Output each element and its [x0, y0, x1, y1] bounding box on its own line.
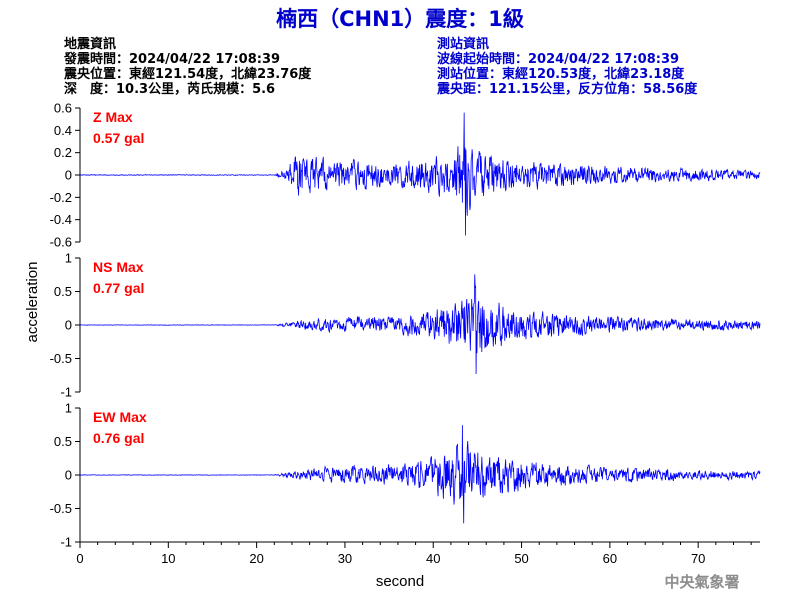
y-tick-label: -1 [60, 385, 72, 400]
x-tick-label: 30 [338, 551, 352, 566]
y-axis-label: acceleration [24, 262, 41, 343]
max-label: NS Max [93, 259, 144, 275]
y-tick-label: 1 [65, 251, 72, 266]
station-wave-start: 波線起始時間：2024/04/22 17:08:39 [437, 51, 679, 67]
y-tick-label: -1 [60, 535, 72, 550]
panel-ns: 1 0.5 0 -0.5 -1 NS Max 0.77 gal [50, 251, 761, 400]
waveform-ns [79, 274, 761, 375]
max-value: 0.77 gal [93, 280, 144, 296]
trace-panels: 0.6 0.4 0.2 0 -0.2 -0.4 -0.6 Z Max 0.57 gal 1 0.5 0… [50, 101, 761, 566]
waveform-z [79, 112, 761, 236]
y-tick-label: 0.2 [54, 145, 72, 160]
chart-title: 楠西（CHN1）震度：1級 [276, 7, 524, 31]
x-tick-label: 10 [161, 551, 175, 566]
x-tick-label: 70 [691, 551, 705, 566]
event-info-heading: 地震資訊 [64, 36, 116, 52]
x-tick-label: 50 [514, 551, 528, 566]
waveform-ew [79, 425, 761, 524]
event-origin-time: 發震時間：2024/04/22 17:08:39 [63, 51, 280, 67]
y-tick-label: 0 [65, 468, 72, 483]
x-tick-label: 20 [249, 551, 263, 566]
station-info-heading: 測站資訊 [437, 36, 489, 52]
event-epicenter: 震央位置：東經121.54度，北緯23.76度 [63, 66, 312, 82]
max-value: 0.57 gal [93, 130, 144, 146]
x-axis-label: second [376, 573, 424, 590]
y-tick-label: 0.4 [54, 123, 72, 138]
y-tick-label: 0.5 [54, 434, 72, 449]
station-location: 測站位置：東經120.53度，北緯23.18度 [437, 66, 685, 82]
x-tick-label: 40 [426, 551, 440, 566]
y-tick-label: -0.5 [50, 501, 72, 516]
y-tick-label: 0 [65, 168, 72, 183]
event-depth-magnitude: 深 度：10.3公里，芮氏規模：5.6 [64, 81, 275, 97]
max-label: Z Max [93, 109, 133, 125]
agency-footer: 中央氣象署 [664, 573, 739, 591]
x-tick-label: 0 [76, 551, 83, 566]
y-tick-label: 0 [65, 318, 72, 333]
y-tick-label: -0.2 [50, 190, 72, 205]
panel-z: 0.6 0.4 0.2 0 -0.2 -0.4 -0.6 Z Max 0.57 gal [50, 101, 761, 250]
panel-ew: 1 0.5 0 -0.5 -1 EW Max 0.76 gal [50, 401, 761, 550]
y-tick-label: -0.5 [50, 351, 72, 366]
max-value: 0.76 gal [93, 430, 144, 446]
y-tick-label: 0.5 [54, 284, 72, 299]
station-distance-azimuth: 震央距：121.15公里，反方位角：58.56度 [436, 81, 698, 97]
max-label: EW Max [93, 409, 147, 425]
x-tick-label: 60 [603, 551, 617, 566]
y-tick-label: 1 [65, 401, 72, 416]
y-tick-label: -0.4 [50, 212, 72, 227]
y-tick-label: 0.6 [54, 101, 72, 116]
y-tick-label: -0.6 [50, 235, 72, 250]
